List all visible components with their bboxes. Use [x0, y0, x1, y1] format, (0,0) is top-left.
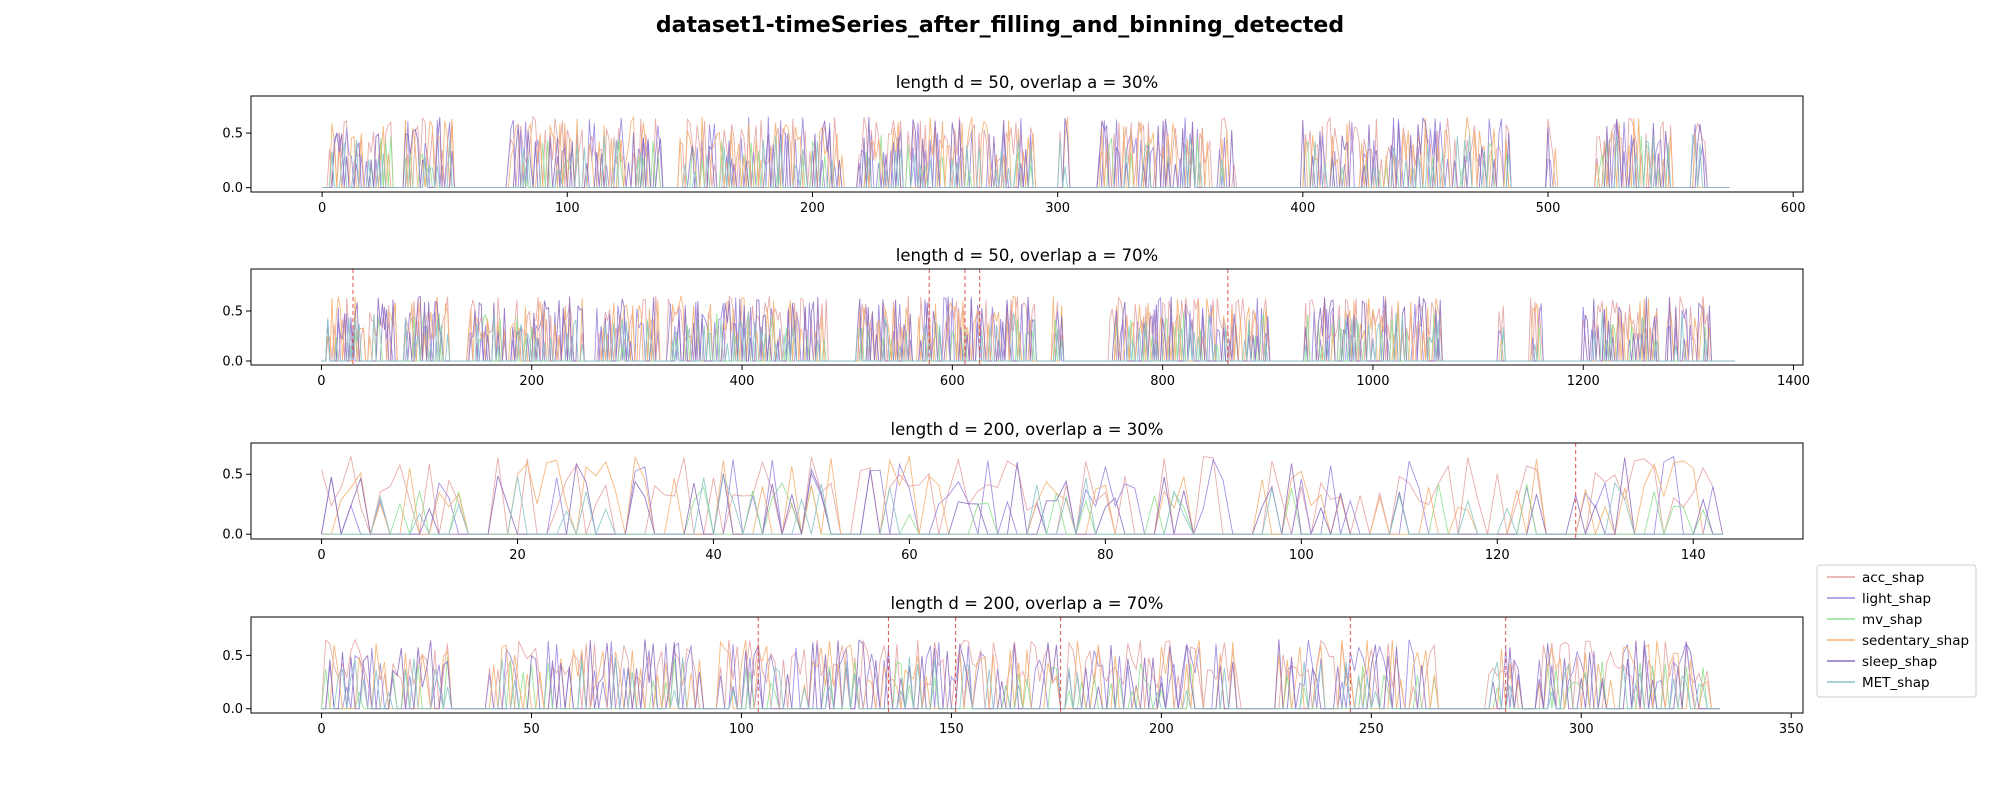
legend-box — [1816, 564, 1977, 698]
y-tick-label: 0.0 — [222, 702, 243, 717]
x-tick-label: 40 — [705, 548, 722, 563]
x-tick-label: 500 — [1536, 201, 1561, 216]
panel-title: length d = 200, overlap a = 30% — [891, 420, 1164, 439]
legend-label: light_shap — [1862, 591, 1931, 607]
series-line-MET_shap — [321, 474, 1723, 536]
panel-title: length d = 50, overlap a = 70% — [896, 246, 1158, 265]
x-tick-label: 80 — [1097, 548, 1114, 563]
x-tick-label: 120 — [1485, 548, 1510, 563]
x-tick-label: 1000 — [1356, 374, 1389, 389]
x-tick-label: 600 — [940, 374, 965, 389]
legend: acc_shap light_shap mv_shap sedentary_shaps… — [1816, 564, 1977, 698]
series-line-MET_shap — [322, 134, 1730, 189]
x-tick-label: 100 — [729, 722, 754, 737]
series-group — [322, 115, 1730, 189]
y-tick-label: 0.0 — [222, 181, 243, 196]
x-tick-label: 140 — [1681, 548, 1706, 563]
x-tick-label: 0 — [318, 201, 326, 216]
legend-label: mv_shap — [1862, 612, 1922, 628]
x-tick-label: 1200 — [1567, 374, 1600, 389]
legend-label: sleep_shap — [1862, 654, 1937, 670]
y-tick-label: 0.5 — [222, 305, 243, 320]
x-tick-label: 100 — [555, 201, 580, 216]
x-tick-label: 250 — [1359, 722, 1384, 737]
panel-4: length d = 200, overlap a = 70% 0 50 100 150… — [222, 594, 1803, 737]
axes-frame — [250, 616, 1804, 714]
x-tick-label: 400 — [730, 374, 755, 389]
panels: length d = 50, overlap a = 30%0 100 200 300… — [222, 73, 1810, 737]
x-tick-label: 0 — [317, 722, 325, 737]
axes-frame — [250, 442, 1804, 540]
series-line-acc_shap — [322, 115, 1730, 189]
axes-frame — [250, 95, 1804, 193]
axes-frame — [250, 268, 1804, 366]
x-tick-label: 200 — [1149, 722, 1174, 737]
legend-label: MET_shap — [1862, 675, 1930, 691]
x-tick-label: 0 — [317, 548, 325, 563]
x-tick-label: 200 — [519, 374, 544, 389]
x-tick-label: 50 — [523, 722, 540, 737]
y-tick-label: 0.0 — [222, 355, 243, 370]
y-tick-label: 0.0 — [222, 528, 243, 543]
x-tick-label: 800 — [1150, 374, 1175, 389]
x-tick-label: 350 — [1779, 722, 1804, 737]
figure-title: dataset1-timeSeries_after_filling_and_bi… — [656, 13, 1344, 38]
x-tick-label: 600 — [1781, 201, 1806, 216]
x-tick-label: 300 — [1045, 201, 1070, 216]
series-group — [321, 295, 1735, 362]
y-tick-label: 0.5 — [222, 649, 243, 664]
y-tick-label: 0.5 — [222, 468, 243, 483]
x-tick-label: 400 — [1290, 201, 1315, 216]
x-tick-label: 0 — [317, 374, 325, 389]
panel-2: length d = 50, overlap a = 70% 0 200 400 600… — [222, 246, 1810, 389]
series-group — [321, 638, 1720, 710]
series-group — [321, 455, 1724, 536]
x-tick-label: 300 — [1569, 722, 1594, 737]
series-line-MET_shap — [321, 656, 1720, 710]
panel-3: length d = 200, overlap a = 30% 0 20 40 60 80… — [222, 420, 1804, 563]
legend-label: acc_shap — [1862, 570, 1924, 586]
y-tick-label: 0.5 — [222, 127, 243, 142]
x-tick-label: 150 — [939, 722, 964, 737]
panel-title: length d = 200, overlap a = 70% — [891, 594, 1164, 613]
x-tick-label: 200 — [800, 201, 825, 216]
series-line-sleep_shap — [322, 116, 1730, 189]
panel-1: length d = 50, overlap a = 30% 0 100 200 300… — [222, 73, 1805, 216]
x-tick-label: 100 — [1289, 548, 1314, 563]
series-line-acc_shap — [321, 456, 1724, 536]
series-line-MET_shap — [321, 312, 1735, 362]
x-tick-label: 60 — [901, 548, 918, 563]
panel-title: length d = 50, overlap a = 30% — [896, 73, 1158, 92]
legend-label: sedentary_shap — [1862, 633, 1969, 649]
x-tick-label: 1400 — [1777, 374, 1810, 389]
x-tick-label: 20 — [509, 548, 526, 563]
